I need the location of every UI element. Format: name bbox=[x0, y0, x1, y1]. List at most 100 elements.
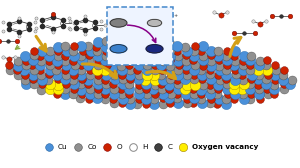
Point bbox=[199, 88, 204, 91]
Point bbox=[72, 64, 77, 67]
Point bbox=[63, 64, 68, 67]
Point bbox=[265, 74, 270, 76]
Point bbox=[62, 69, 67, 71]
Point bbox=[50, 31, 55, 34]
Text: Cu⁺: Cu⁺ bbox=[162, 39, 176, 48]
Point bbox=[48, 69, 52, 71]
Point bbox=[71, 59, 76, 62]
Point bbox=[103, 88, 108, 91]
Point bbox=[281, 78, 286, 81]
Point bbox=[87, 69, 92, 71]
Point bbox=[256, 69, 260, 71]
Point bbox=[50, 16, 55, 18]
Point bbox=[30, 64, 34, 67]
Point bbox=[71, 69, 76, 71]
Point bbox=[167, 102, 172, 104]
Point bbox=[86, 83, 91, 85]
Point bbox=[127, 40, 132, 43]
Point bbox=[87, 93, 92, 95]
Point bbox=[208, 102, 212, 105]
Point bbox=[46, 59, 51, 62]
Point bbox=[111, 64, 116, 67]
Point bbox=[199, 50, 204, 52]
Point bbox=[118, 59, 123, 62]
Point bbox=[216, 64, 221, 67]
Point bbox=[200, 78, 204, 81]
Point bbox=[269, 14, 274, 17]
Point bbox=[127, 83, 131, 86]
Point bbox=[242, 32, 247, 35]
Point bbox=[128, 50, 133, 52]
Point bbox=[287, 14, 292, 17]
Point bbox=[257, 74, 262, 77]
FancyBboxPatch shape bbox=[106, 7, 172, 65]
Point bbox=[79, 78, 84, 81]
Point bbox=[192, 78, 197, 81]
Point bbox=[88, 88, 92, 91]
Point bbox=[64, 50, 69, 52]
Point bbox=[71, 73, 76, 76]
Point bbox=[175, 93, 179, 96]
Point bbox=[39, 59, 44, 62]
Point bbox=[143, 59, 148, 62]
Point bbox=[23, 78, 28, 81]
Point bbox=[208, 59, 213, 62]
Point bbox=[136, 78, 141, 81]
Point bbox=[241, 78, 245, 81]
Point bbox=[160, 59, 165, 62]
Point bbox=[257, 22, 262, 25]
Point bbox=[224, 102, 229, 105]
Point bbox=[7, 69, 12, 71]
Point bbox=[126, 93, 131, 95]
Point bbox=[184, 69, 189, 72]
Point bbox=[79, 69, 83, 71]
Point bbox=[264, 20, 269, 23]
Point bbox=[68, 28, 73, 31]
Point bbox=[88, 50, 93, 52]
Point bbox=[143, 79, 148, 81]
Point bbox=[22, 69, 27, 72]
Point bbox=[34, 26, 38, 29]
Point bbox=[160, 69, 165, 71]
Point bbox=[22, 55, 27, 57]
Point bbox=[201, 54, 206, 57]
Point bbox=[282, 68, 286, 71]
Point bbox=[55, 83, 60, 86]
Point bbox=[232, 54, 237, 57]
Point bbox=[135, 69, 140, 72]
Point bbox=[127, 88, 131, 90]
Point bbox=[103, 69, 108, 72]
Point bbox=[111, 59, 116, 62]
Point bbox=[273, 64, 278, 66]
Point bbox=[159, 74, 164, 76]
Point bbox=[143, 88, 148, 90]
Point bbox=[23, 83, 28, 86]
Point bbox=[241, 97, 246, 100]
Point bbox=[24, 64, 28, 66]
Point bbox=[183, 93, 188, 95]
Point bbox=[80, 93, 85, 96]
Point bbox=[83, 18, 88, 21]
Point bbox=[50, 12, 55, 15]
Point bbox=[216, 88, 220, 90]
Point bbox=[112, 78, 117, 81]
Point bbox=[95, 59, 100, 62]
Point bbox=[224, 50, 229, 53]
Point bbox=[232, 59, 237, 62]
Point bbox=[67, 17, 71, 20]
Point bbox=[62, 59, 67, 62]
Point bbox=[248, 59, 252, 62]
Point bbox=[248, 78, 253, 81]
Point bbox=[120, 55, 125, 57]
Point bbox=[225, 83, 230, 86]
Point bbox=[136, 74, 141, 76]
Point bbox=[103, 50, 108, 52]
Point bbox=[54, 59, 59, 62]
Point bbox=[199, 93, 204, 95]
Point bbox=[248, 68, 253, 71]
Point bbox=[192, 69, 197, 71]
Point bbox=[224, 59, 229, 62]
Point bbox=[152, 64, 157, 67]
Point bbox=[79, 64, 83, 67]
Point bbox=[240, 88, 245, 90]
